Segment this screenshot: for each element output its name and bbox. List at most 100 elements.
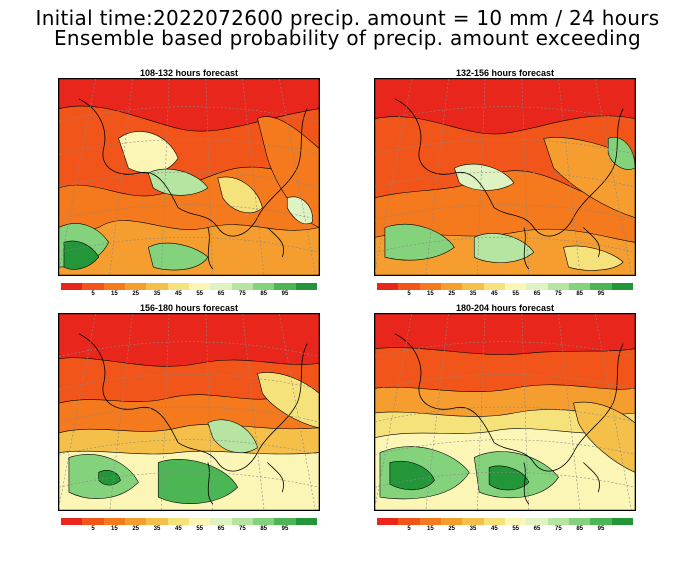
colorbar-tick-label: 15 (110, 291, 118, 297)
forecast-panel-1: 108-132 hours forecast 5 15 25 35 45 55 65 75 85… (58, 68, 320, 340)
probability-map (58, 313, 320, 511)
longitude-line (595, 314, 632, 510)
latitude-line (375, 204, 635, 220)
colorbar-segment (441, 283, 463, 290)
coastline (394, 98, 495, 208)
coastline (583, 227, 600, 258)
probability-map (374, 313, 636, 511)
colorbar-tick-label: 85 (576, 526, 583, 532)
colorbar-segment (210, 518, 233, 525)
colorbar-segment (231, 518, 254, 525)
latitude-line (59, 237, 319, 253)
probability-field (375, 314, 635, 510)
colorbar-tick-label: 75 (554, 291, 562, 297)
coastline (493, 207, 574, 237)
coastline (267, 462, 284, 493)
longitude-line (558, 314, 581, 510)
colorbar-segment (189, 283, 211, 290)
coastline (78, 333, 179, 443)
coastline (257, 343, 308, 453)
colorbar-segment (167, 283, 190, 290)
colorbar-tick-label: 75 (554, 526, 562, 532)
probability-contour (488, 465, 530, 491)
panel-title: 180-204 hours forecast (455, 303, 555, 313)
colorbar-segment (189, 518, 211, 525)
probability-contour (157, 459, 238, 504)
coastline (493, 442, 574, 472)
latitude-line (59, 472, 319, 488)
colorbar-segment (125, 283, 147, 290)
colorbar (61, 518, 318, 525)
longitude-line (109, 79, 133, 275)
colorbar-segment (441, 518, 463, 525)
colorbar-tick-label: 5 (407, 291, 411, 297)
forecast-panel-3: 156-180 hours forecast 5 15 25 35 45 55 65 75 85… (58, 303, 320, 575)
colorbar-segment (253, 283, 275, 290)
colorbar-segment (82, 518, 105, 525)
panel-title: 132-156 hours forecast (455, 68, 555, 78)
probability-contour (286, 196, 313, 225)
colorbar-segment (526, 283, 549, 290)
colorbar-segment (377, 283, 399, 290)
colorbar-tick-label: 35 (469, 526, 477, 532)
longitude-line (109, 314, 133, 510)
latitude-line (59, 204, 319, 220)
colorbar-segment (419, 518, 442, 525)
colorbar-tick-label: 55 (512, 291, 519, 297)
latitude-line (59, 406, 319, 423)
longitude-line (205, 314, 213, 510)
colorbar (377, 283, 634, 290)
colorbar-tick-label: 85 (260, 526, 267, 532)
colorbar-segment (462, 283, 485, 290)
coastline (267, 227, 284, 258)
longitude-line (375, 79, 413, 274)
colorbar-tick-label: 55 (196, 526, 203, 532)
longitude-line (279, 79, 316, 275)
colorbar-tick-label: 95 (281, 291, 289, 297)
coastline (207, 227, 214, 270)
latitude-line (375, 237, 635, 253)
colorbar-segment (274, 283, 297, 290)
probability-map (374, 78, 636, 276)
longitude-line (242, 79, 265, 275)
latitude-line (59, 139, 319, 155)
colorbar-segment (146, 518, 169, 525)
latitude-line (375, 139, 635, 155)
colorbar-segment (526, 518, 549, 525)
colorbar-tick-label: 5 (91, 526, 95, 532)
colorbar (377, 518, 634, 525)
colorbar-tick-label: 95 (597, 291, 605, 297)
longitude-line (425, 79, 449, 275)
panel-title: 108-132 hours forecast (139, 68, 239, 78)
latitude-line (375, 472, 635, 488)
colorbar-tick-label: 55 (196, 291, 203, 297)
colorbar-tick-label: 45 (174, 291, 182, 297)
longitude-line (375, 314, 413, 509)
chart-title-line2: Ensemble based probability of precip. am… (53, 26, 641, 50)
colorbar-ticks: 5 15 25 35 45 55 65 75 85 95 (61, 526, 317, 536)
probability-field (375, 79, 635, 275)
latitude-line (59, 341, 319, 357)
coastline (573, 343, 624, 453)
colorbar-segment (274, 518, 297, 525)
colorbar-tick-label: 75 (238, 526, 246, 532)
colorbar-tick-label: 5 (91, 291, 95, 297)
colorbar-tick-label: 45 (490, 291, 498, 297)
colorbar-tick-label: 85 (576, 291, 583, 297)
colorbar-tick-label: 55 (512, 526, 519, 532)
colorbar-tick-label: 35 (153, 526, 161, 532)
colorbar-segment (569, 518, 591, 525)
colorbar-segment (483, 518, 506, 525)
panel-title: 156-180 hours forecast (139, 303, 239, 313)
coastline (177, 207, 258, 237)
colorbar-segment (210, 283, 233, 290)
colorbar-tick-label: 65 (217, 291, 225, 297)
colorbar-segment (103, 283, 126, 290)
colorbar-segment (377, 518, 399, 525)
colorbar-segment (569, 283, 591, 290)
colorbar-tick-label: 25 (132, 526, 139, 532)
coastline (78, 98, 179, 208)
colorbar-tick-label: 85 (260, 291, 267, 297)
colorbar-segment (146, 283, 169, 290)
colorbar-segment (61, 283, 83, 290)
